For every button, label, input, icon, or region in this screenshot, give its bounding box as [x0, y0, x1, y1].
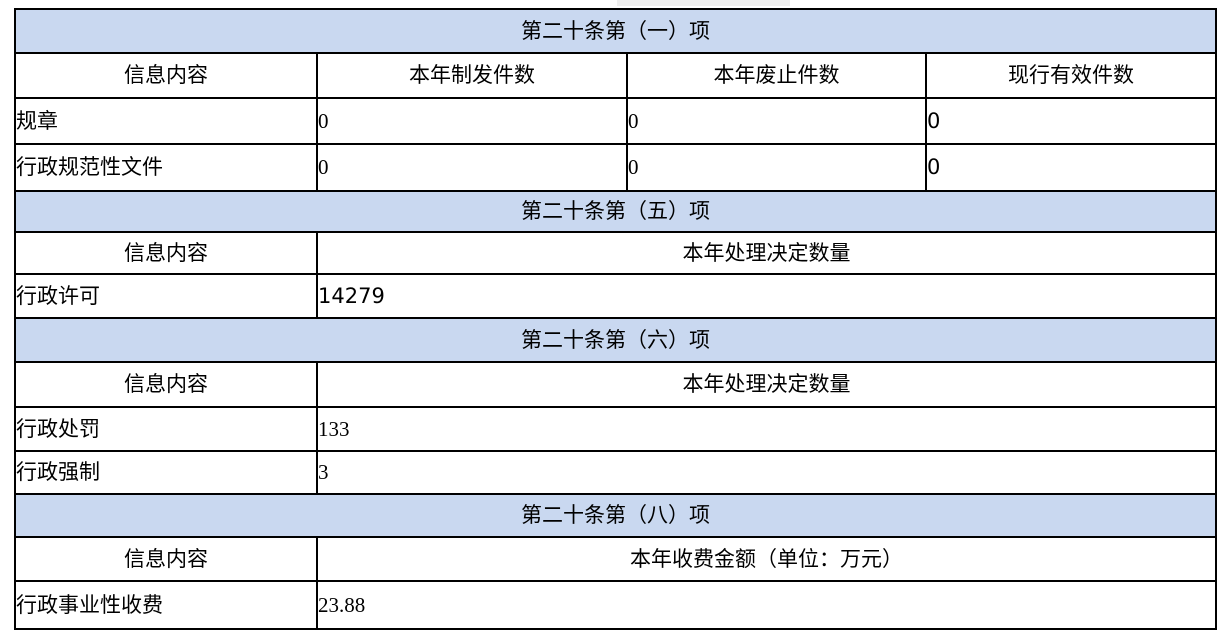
- cell-value: 0: [626, 97, 927, 145]
- section-4-title-row: 第二十条第（八）项: [14, 493, 1217, 538]
- table-row: 规章 0 0 0: [14, 97, 1217, 145]
- table-row: 行政规范性文件 0 0 0: [14, 143, 1217, 192]
- row-label-regulations: 规章: [14, 97, 318, 145]
- cell-value: 0: [626, 143, 927, 192]
- section-1-header-row: 信息内容 本年制发件数 本年废止件数 现行有效件数: [14, 52, 1217, 99]
- cell-value: 23.88: [316, 580, 1217, 630]
- row-label-normative-documents: 行政规范性文件: [14, 143, 318, 192]
- section-1-col-header-1: 本年制发件数: [316, 52, 628, 99]
- cell-value: 0: [925, 97, 1217, 145]
- section-1-title-row: 第二十条第（一）项: [14, 8, 1217, 54]
- top-edge-artifact: [617, 0, 790, 6]
- disclosure-table: 第二十条第（一）项 信息内容 本年制发件数 本年废止件数 现行有效件数 规章 0…: [14, 8, 1217, 630]
- cell-value: 3: [316, 450, 1217, 495]
- section-4-header-row: 信息内容 本年收费金额（单位：万元）: [14, 536, 1217, 582]
- section-3-col-header-1: 本年处理决定数量: [316, 361, 1217, 408]
- section-1-title: 第二十条第（一）项: [14, 8, 1217, 54]
- section-3-header-row: 信息内容 本年处理决定数量: [14, 361, 1217, 408]
- table-row: 行政处罚 133: [14, 406, 1217, 452]
- section-1-col-header-3: 现行有效件数: [925, 52, 1217, 99]
- section-2-col-header-0: 信息内容: [14, 231, 318, 275]
- section-2-title-row: 第二十条第（五）项: [14, 190, 1217, 233]
- row-label-administrative-fees: 行政事业性收费: [14, 580, 318, 630]
- cell-value: 0: [316, 143, 628, 192]
- row-label-administrative-penalty: 行政处罚: [14, 406, 318, 452]
- section-4-col-header-0: 信息内容: [14, 536, 318, 582]
- cell-value: 0: [316, 97, 628, 145]
- row-label-administrative-license: 行政许可: [14, 273, 318, 319]
- table-row: 行政事业性收费 23.88: [14, 580, 1217, 630]
- section-1-col-header-0: 信息内容: [14, 52, 318, 99]
- table-row: 行政许可 14279: [14, 273, 1217, 319]
- section-2-col-header-1: 本年处理决定数量: [316, 231, 1217, 275]
- cell-value: 0: [925, 143, 1217, 192]
- section-3-title-row: 第二十条第（六）项: [14, 317, 1217, 363]
- row-label-administrative-coercion: 行政强制: [14, 450, 318, 495]
- cell-value: 133: [316, 406, 1217, 452]
- cell-value: 14279: [316, 273, 1217, 319]
- section-4-col-header-1: 本年收费金额（单位：万元）: [316, 536, 1217, 582]
- section-3-col-header-0: 信息内容: [14, 361, 318, 408]
- section-1-col-header-2: 本年废止件数: [626, 52, 927, 99]
- section-4-title: 第二十条第（八）项: [14, 493, 1217, 538]
- table-row: 行政强制 3: [14, 450, 1217, 495]
- section-3-title: 第二十条第（六）项: [14, 317, 1217, 363]
- section-2-title: 第二十条第（五）项: [14, 190, 1217, 233]
- section-2-header-row: 信息内容 本年处理决定数量: [14, 231, 1217, 275]
